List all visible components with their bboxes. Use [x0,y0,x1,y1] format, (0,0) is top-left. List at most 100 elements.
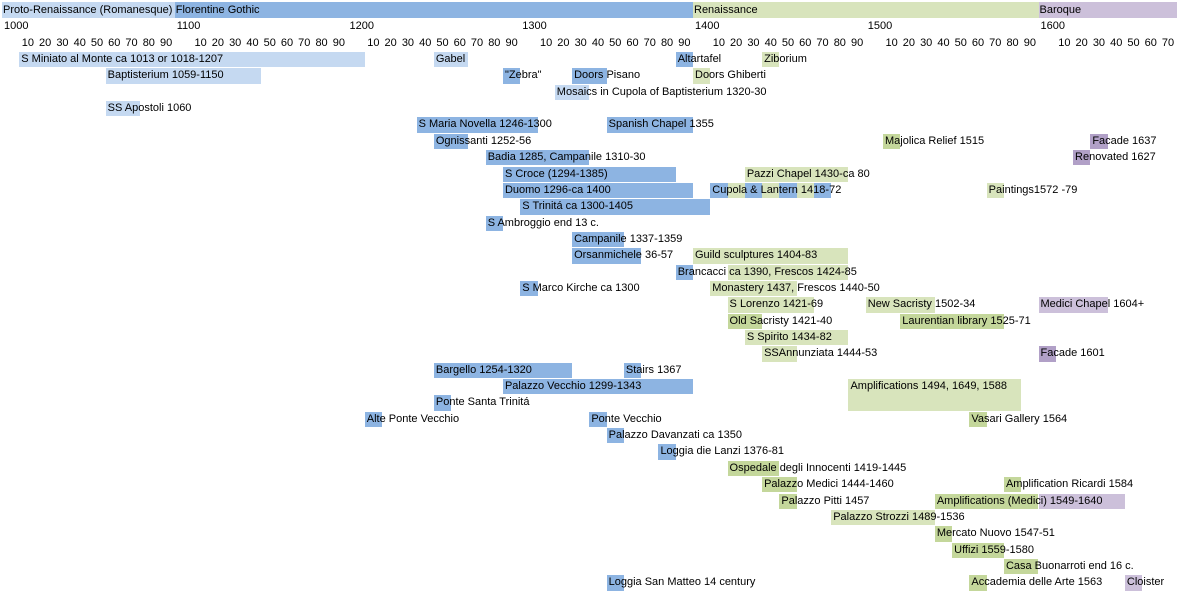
timeline-label: S Croce (1294-1385) [504,167,608,180]
timeline-bar [831,509,935,526]
timeline-bar [1003,558,1039,575]
timeline-label: Laurentian library 1525-71 [902,314,1031,327]
timeline-bar [727,313,763,329]
decade-tick-label: 50 [436,36,449,49]
decade-tick-label: 90 [1023,36,1036,49]
timeline-bar [658,444,676,460]
timeline-bar [744,182,763,199]
timeline-label: Palazzo Davanzati ca 1350 [608,429,742,442]
timeline-label: New Sacristy 1502-34 [867,298,976,311]
decade-tick-label: 50 [781,36,795,49]
timeline-bar [934,526,953,542]
timeline-bar [848,379,1022,411]
decade-tick-label: 40 [764,36,777,49]
decade-tick-label: 80 [1006,36,1019,49]
timeline-label: Palazzo Vecchio 1299-1343 [504,380,642,393]
timeline-bar [710,280,797,297]
decade-tick-label: 90 [505,36,518,49]
timeline-label: Guild sculptures 1404-83 [695,249,818,262]
decade-tick-label: 50 [90,36,104,49]
timeline-bar [952,542,1004,558]
decade-tick-label: 70 [470,36,484,49]
timeline-bar [779,182,797,199]
timeline-label: Mercato Nuovo 1547-51 [936,527,1055,540]
timeline-label: Palazzo Medici 1444-1460 [764,478,894,491]
timeline-label: S Miniato al Monte ca 1013 or 1018-1207 [21,53,224,66]
timeline-bar [572,68,607,84]
timeline-label: Ponte Vecchio [591,412,662,425]
timeline-label: Alte Ponte Vecchio [366,412,460,425]
timeline-label: Gabel [435,53,466,66]
timeline-bar [485,215,503,231]
period-label: Baroque [1039,4,1082,16]
decade-tick-label: 20 [211,36,225,49]
timeline-bar [727,460,780,477]
decade-tick-label: 70 [1161,36,1175,49]
timeline-label: Facade 1637 [1092,134,1157,147]
period-band [693,2,1039,19]
timeline-label: Loggia San Matteo 14 century [608,576,756,589]
decade-tick-label: 10 [367,36,380,49]
timeline-label: Palazzo Pitti 1457 [781,494,870,507]
timeline-label: Cupola & Lantern 1418-72 [712,183,842,196]
period-band [174,2,693,19]
decade-tick-label: 70 [989,36,1002,49]
timeline-bar [762,477,797,493]
timeline-bar [865,297,935,313]
decade-tick-label: 30 [401,36,415,49]
timeline-label: Mosaics in Cupola of Baptisterium 1320-3… [556,85,767,98]
timeline-label: Medici Chapel 1604+ [1040,298,1145,311]
decade-tick-label: 60 [453,36,466,49]
timeline-label: Orsanmichele 36-57 [574,249,674,262]
timeline-bar [762,182,780,199]
timeline-label: Palazzo Strozzi 1489-1536 [833,510,965,523]
timeline-bar [813,182,832,199]
century-tick-label: 1300 [522,20,547,33]
decade-tick-label: 80 [315,36,328,49]
decade-tick-label: 50 [263,36,276,49]
timeline-bar [779,493,797,509]
century-tick-label: 1600 [1040,20,1065,33]
timeline-bar [1124,575,1143,591]
timeline-bar [675,264,693,280]
timeline-bar [1090,133,1108,150]
decade-tick-label: 60 [280,36,294,49]
timeline-bar [520,280,538,297]
decade-tick-label: 20 [39,36,52,49]
timeline-bar [744,166,849,182]
timeline-label: Amplification Ricardi 1584 [1005,478,1134,491]
century-tick-label: 1200 [349,20,374,33]
timeline-bar [416,117,538,133]
timeline-label: S Lorenzo 1421-69 [729,298,824,311]
decade-tick-label: 30 [747,36,760,49]
timeline-label: Campanile 1337-1359 [574,232,683,245]
timeline-label: Paintings1572 -79 [988,183,1078,196]
timeline-bar [1038,346,1056,362]
timeline-bar [727,264,849,280]
decade-tick-label: 80 [142,36,155,49]
timeline-bar [900,313,1004,329]
decade-tick-label: 40 [937,36,950,49]
timeline-label: Stairs 1367 [625,363,682,376]
timeline-bar [554,84,590,101]
decade-tick-label: 10 [540,36,553,49]
decade-tick-label: 10 [1058,36,1071,49]
timeline-label: S Spirito 1434-82 [746,331,832,343]
timeline-bar [606,117,693,133]
decade-tick-label: 20 [384,36,397,49]
timeline-bar [762,346,797,362]
decade-tick-label: 60 [1144,36,1157,49]
timeline-label: Amplifications (Medici) 1549-1640 [936,494,1103,507]
decade-tick-label: 70 [298,36,311,49]
timeline-bar [693,68,711,84]
decade-tick-label: 30 [574,36,587,49]
period-label: Proto-Renaissance (Romanesque) [3,4,173,16]
decade-tick-label: 30 [229,36,242,49]
period-band [2,2,175,19]
timeline-label: Facade 1601 [1040,347,1105,360]
timeline-bar [502,166,676,182]
decade-tick-label: 40 [1110,36,1123,49]
timeline-label: Baptisterium 1059-1150 [107,69,224,82]
timeline-bar [693,248,849,264]
timeline-label: Ognissanti 1252-56 [435,134,532,147]
